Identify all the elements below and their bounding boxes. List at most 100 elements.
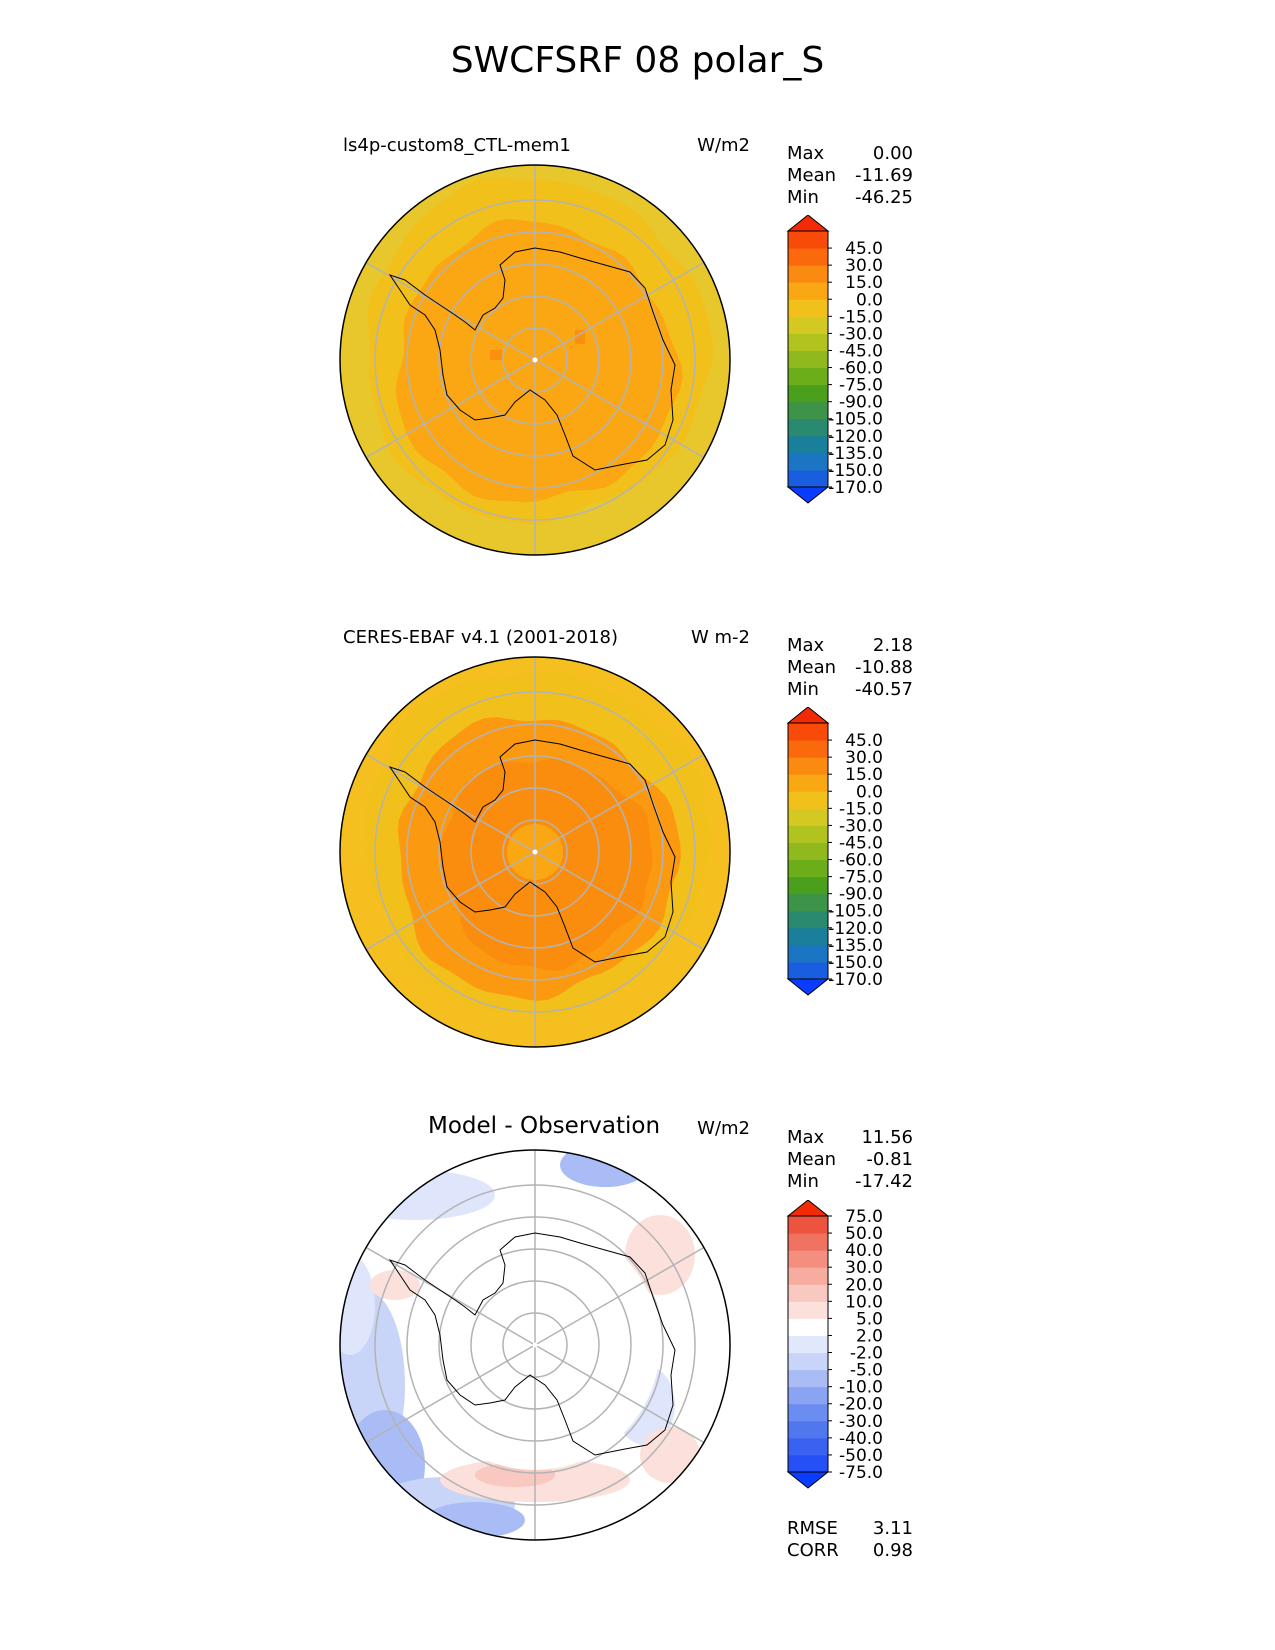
colorbar-swatch [788, 774, 828, 792]
colorbar-tick-label: -20.0 [839, 1395, 883, 1415]
colorbar-tick-label: -120.0 [828, 919, 883, 939]
negative-anomaly-region [345, 1410, 425, 1520]
stat-value: 2.18 [872, 635, 913, 656]
metric-label: CORR [787, 1540, 839, 1561]
colorbar-tick-label: -170.0 [828, 478, 883, 498]
negative-anomaly-region [425, 1502, 525, 1538]
colorbar-tick-label: 2.0 [856, 1326, 883, 1346]
panel-1-stats: Max 0.00 Mean -11.69 Min -46.25 [787, 143, 913, 209]
meridian-gridline [534, 851, 705, 951]
colorbar-difference: -75.0-50.0-40.0-30.0-20.0-10.0-5.0-2.02.… [786, 1200, 883, 1489]
panel-2-title: CERES-EBAF v4.1 (2001-2018) [343, 627, 619, 648]
colorbar-extend-min [786, 1471, 830, 1489]
colorbar-swatch [788, 740, 828, 758]
colorbar-swatch [788, 265, 828, 283]
negative-anomaly-region [340, 1255, 375, 1355]
colorbar-swatch [788, 316, 828, 334]
colorbar-tick-label: 30.0 [845, 1258, 883, 1278]
colorbar-swatch [788, 1420, 828, 1439]
stat-label: Min [787, 187, 819, 208]
colorbar-swatch [788, 876, 828, 895]
stat-value: -46.25 [854, 187, 913, 208]
colorbar-tick-label: -45.0 [839, 833, 883, 853]
colorbar-tick-label: 15.0 [845, 273, 883, 293]
map-fill [340, 165, 730, 555]
colorbar-tick-label: 45.0 [845, 731, 883, 751]
colorbar-frame [787, 1215, 829, 1473]
colorbar-swatch [788, 1318, 828, 1336]
colorbar-tick-label: -10.0 [839, 1378, 883, 1398]
colorbar-observation: -170.0-150.0-135.0-120.0-105.0-90.0-75.0… [786, 707, 883, 996]
panel-3-metrics: RMSE 3.11 CORR 0.98 [787, 1518, 913, 1562]
colorbar-tick-label: -75.0 [839, 376, 883, 396]
colorbar-tick-label: -75.0 [839, 868, 883, 888]
colorbar-swatch [788, 333, 828, 351]
colorbar-tick-label: -30.0 [839, 1412, 883, 1432]
meridian-gridline [365, 1344, 536, 1444]
colorbar-tick-label: 0.0 [856, 782, 883, 802]
colorbar-tick-label: -60.0 [839, 851, 883, 871]
colorbar-swatch [788, 1216, 828, 1234]
colorbar-tick-label: -135.0 [828, 444, 883, 464]
stat-label: Min [787, 679, 819, 700]
colorbar-swatch [788, 825, 828, 843]
colorbar-swatch [788, 401, 828, 420]
polar-map-model [339, 164, 731, 556]
colorbar-swatch [788, 452, 828, 471]
colorbar-swatch [788, 1454, 828, 1473]
stat-value: -0.81 [866, 1149, 913, 1170]
colorbar-swatch [788, 418, 828, 437]
colorbar-frame [787, 722, 829, 980]
colorbar-tick-label: -90.0 [839, 393, 883, 413]
colorbar-tick-label: -45.0 [839, 341, 883, 361]
colorbar-tick-label: -105.0 [828, 902, 883, 922]
colorbar-swatch [788, 961, 828, 980]
colorbar-tick-label: 10.0 [845, 1292, 883, 1312]
meridian-gridline [365, 753, 536, 853]
colorbar-tick-label: -150.0 [828, 461, 883, 481]
panel-1-title: ls4p-custom8_CTL-mem1 [343, 135, 571, 156]
colorbar-swatch [788, 1284, 828, 1302]
colorbar-extend-max [786, 1200, 830, 1217]
colorbar-tick-label: -105.0 [828, 410, 883, 430]
colorbar-tick-label: -50.0 [839, 1446, 883, 1466]
colorbar-swatch [788, 299, 828, 317]
colorbar-tick-label: -5.0 [850, 1361, 883, 1381]
colorbar-swatch [788, 1233, 828, 1251]
stat-label: Max [787, 635, 825, 656]
colorbar-tick-label: -2.0 [850, 1344, 883, 1364]
antarctica-coastline [388, 1232, 676, 1456]
polar-map-observation [339, 656, 731, 1048]
stat-label: Max [787, 143, 825, 164]
colorbar-tick-label: -30.0 [839, 816, 883, 836]
stat-value: -11.69 [854, 165, 913, 186]
colorbar-tick-label: -120.0 [828, 427, 883, 447]
negative-anomaly-region [340, 1170, 495, 1220]
colorbar-tick-label: 50.0 [845, 1224, 883, 1244]
colorbar-tick-label: 0.0 [856, 290, 883, 310]
colorbar-tick-label: 30.0 [845, 748, 883, 768]
colorbar-tick-label: 40.0 [845, 1241, 883, 1261]
stat-value: 11.56 [861, 1127, 913, 1148]
colorbar-swatch [788, 384, 828, 403]
patch-region [575, 330, 585, 344]
colorbar-swatch [788, 944, 828, 963]
metric-label: RMSE [787, 1518, 838, 1539]
colorbar-swatch [788, 808, 828, 826]
colorbar-swatch [788, 350, 828, 369]
stat-label: Mean [787, 1149, 837, 1170]
colorbar-tick-label: -60.0 [839, 359, 883, 379]
polar-map-difference [339, 1149, 731, 1541]
colorbar-swatch [788, 757, 828, 775]
patch-region [490, 350, 502, 360]
panel-1-units: W/m2 [697, 135, 750, 156]
map-boundary [339, 1149, 731, 1541]
panel-2-stats: Max 2.18 Mean -10.88 Min -40.57 [787, 635, 913, 701]
colorbar-tick-label: 30.0 [845, 256, 883, 276]
colorbar-tick-label: 45.0 [845, 239, 883, 259]
colorbar-swatch [788, 791, 828, 809]
map-boundary [339, 164, 731, 556]
colorbar-swatch [788, 1369, 828, 1388]
colorbar-swatch [788, 1250, 828, 1268]
colorbar-swatch [788, 435, 828, 454]
